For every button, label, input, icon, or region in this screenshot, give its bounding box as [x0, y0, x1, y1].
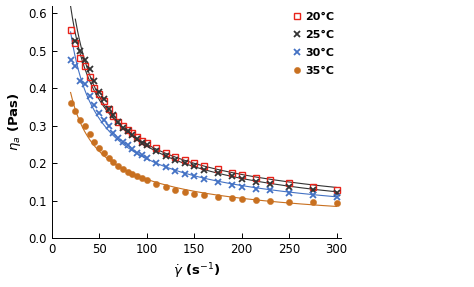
- Legend: 20°C, 25°C, 30°C, 35°C: 20°C, 25°C, 30°C, 35°C: [287, 8, 339, 80]
- Y-axis label: $\eta_a$ (Pas): $\eta_a$ (Pas): [6, 93, 23, 151]
- X-axis label: $\dot{\gamma}$ (s$^{-1}$): $\dot{\gamma}$ (s$^{-1}$): [173, 262, 220, 282]
